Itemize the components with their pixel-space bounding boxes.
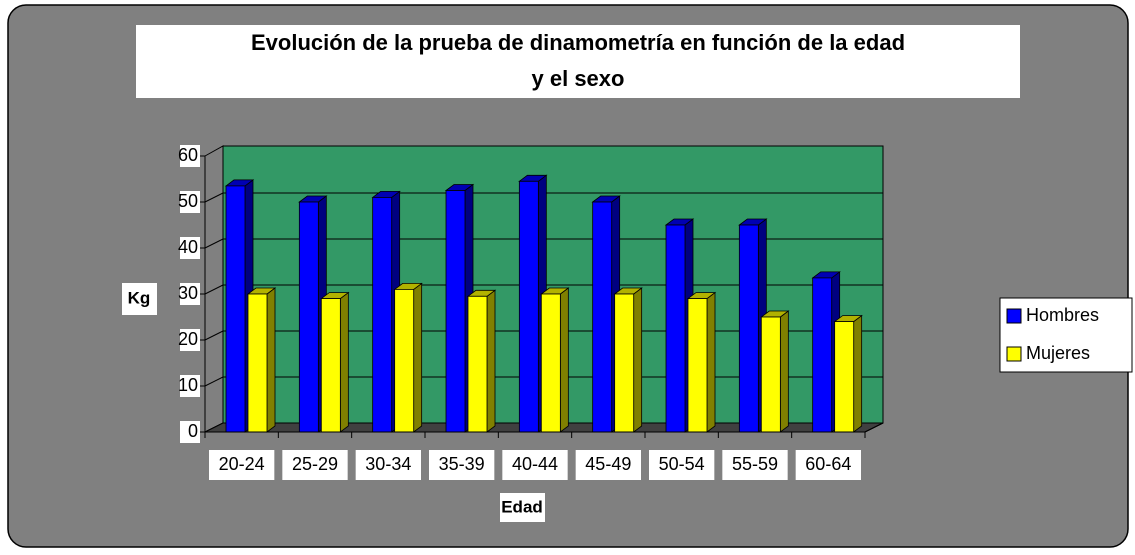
bar — [393, 282, 423, 433]
bar-front — [812, 277, 833, 433]
bar-side — [853, 314, 863, 433]
bar-side — [779, 310, 789, 433]
bar — [466, 289, 497, 433]
grid-line-side — [204, 284, 224, 295]
x-tick-label: 55-59 — [732, 454, 778, 474]
legend-swatch — [1006, 346, 1022, 362]
x-tick-label-box — [429, 450, 495, 480]
y-tick-label-box — [180, 283, 200, 305]
grid-line-side — [204, 238, 224, 249]
bar-front — [372, 196, 393, 433]
grid-line-side — [204, 192, 224, 203]
y-tick-label: 10 — [178, 375, 198, 395]
bar-front — [738, 224, 759, 433]
x-tick-label-box — [795, 450, 861, 480]
bar-side — [413, 282, 423, 433]
x-tick-label: 60-64 — [805, 454, 851, 474]
x-tick-label: 30-34 — [365, 454, 411, 474]
bar-front — [592, 201, 613, 433]
bar-side — [633, 287, 643, 433]
floor-edge — [864, 422, 884, 433]
y-tick-label-box — [180, 421, 200, 443]
bar-front — [834, 321, 855, 433]
chart-title: Evolución de la prueba de dinamometría e… — [251, 30, 905, 55]
bar — [613, 287, 643, 433]
y-tick-label: 40 — [178, 237, 198, 257]
bar-front — [614, 293, 635, 433]
y-tick-label: 0 — [188, 421, 198, 441]
title-box — [136, 25, 1020, 98]
bar — [540, 287, 570, 433]
bar-front — [518, 180, 539, 433]
bar-front — [247, 293, 268, 433]
y-tick-label: 20 — [178, 329, 198, 349]
x-tick-label: 40-44 — [512, 454, 558, 474]
y-axis-label: Kg — [128, 288, 151, 307]
bar-side — [559, 287, 569, 433]
y-tick-label-box — [180, 375, 200, 397]
bar-front — [394, 288, 415, 433]
legend-label: Hombres — [1026, 305, 1099, 325]
bar-front — [760, 316, 781, 433]
x-label-box — [500, 493, 545, 522]
x-tick-label: 25-29 — [292, 454, 338, 474]
y-tick-label-box — [180, 191, 200, 213]
legend-swatch — [1006, 308, 1022, 324]
bar — [833, 314, 863, 433]
bar-side — [339, 291, 349, 433]
bar-side — [486, 289, 496, 433]
bar — [320, 291, 350, 433]
x-tick-label: 35-39 — [439, 454, 485, 474]
bar-front — [225, 185, 246, 433]
x-tick-label-box — [209, 450, 275, 480]
x-tick-label-box — [355, 450, 421, 480]
x-tick-label: 50-54 — [659, 454, 705, 474]
bar-front — [298, 201, 319, 433]
bar-front — [467, 295, 488, 433]
x-tick-label-box — [575, 450, 641, 480]
bar-front — [320, 298, 341, 433]
x-tick-label: 45-49 — [585, 454, 631, 474]
bar — [246, 287, 277, 433]
legend-label: Mujeres — [1026, 343, 1090, 363]
x-tick-label-box — [649, 450, 715, 480]
legend — [999, 297, 1133, 373]
y-tick-label: 30 — [178, 283, 198, 303]
x-tick-label: 20-24 — [219, 454, 265, 474]
bar-front — [665, 224, 686, 433]
grid-line-side — [204, 376, 224, 387]
y-tick-label-box — [180, 145, 200, 167]
y-tick-label-box — [180, 329, 200, 351]
bar-front — [687, 298, 708, 433]
y-tick-label: 60 — [178, 145, 198, 165]
chart-title-line: y el sexo — [532, 66, 625, 91]
x-tick-label-box — [502, 450, 568, 480]
y-tick-label-box — [180, 237, 200, 259]
bar — [686, 291, 717, 433]
x-tick-label-box — [282, 450, 348, 480]
y-label-box — [122, 283, 157, 315]
bar — [760, 310, 790, 433]
bar-front — [445, 190, 466, 433]
grid-line-side — [204, 330, 224, 341]
bar-side — [706, 291, 716, 433]
bar-front — [540, 293, 561, 433]
x-axis-label: Edad — [501, 497, 543, 516]
x-tick-label-box — [722, 450, 788, 480]
y-tick-label: 50 — [178, 191, 198, 211]
bar-side — [266, 287, 276, 433]
